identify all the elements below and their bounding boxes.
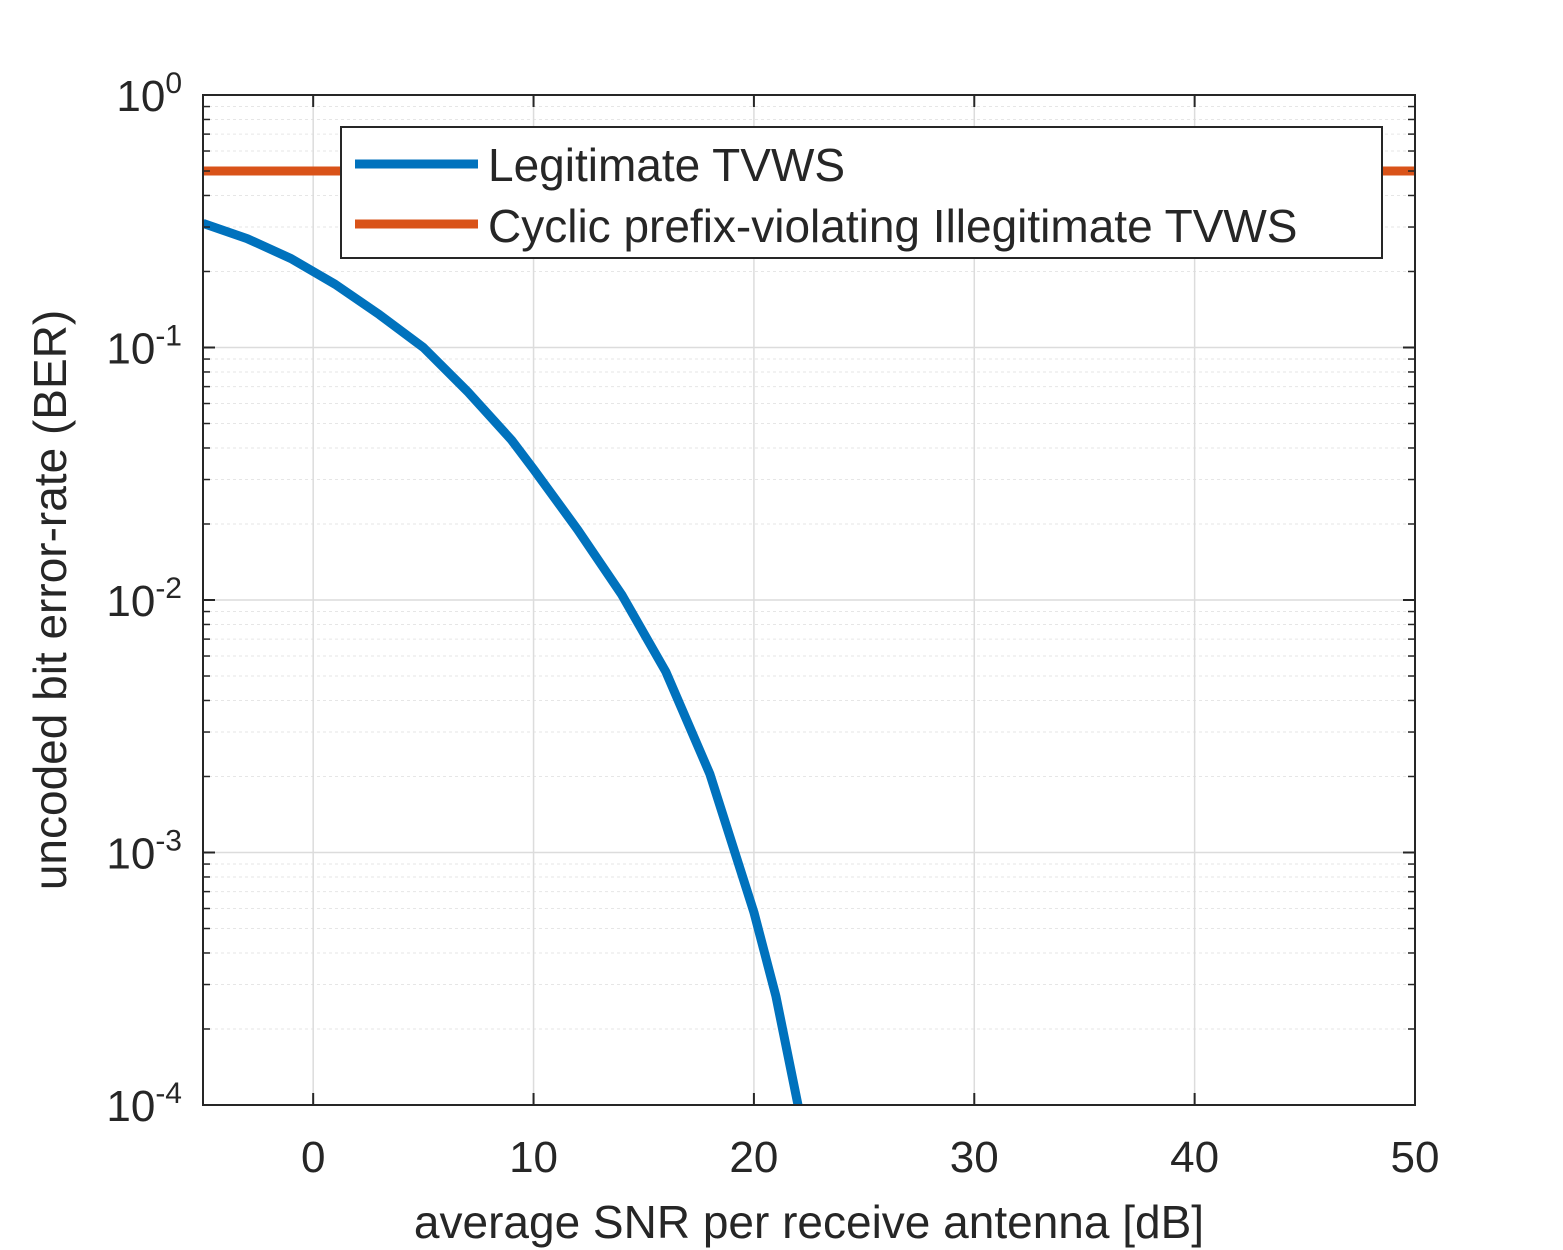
x-tick-labels: 0 10 20 30 40 50 xyxy=(301,1133,1440,1182)
x-axis-label: average SNR per receive antenna [dB] xyxy=(414,1196,1204,1248)
legend-box xyxy=(340,126,1383,259)
x-tick-label: 0 xyxy=(301,1133,325,1182)
y-tick-label: 10-2 xyxy=(106,572,182,626)
tick-marks xyxy=(203,94,1416,1106)
y-axis-label: uncoded bit error-rate (BER) xyxy=(24,310,76,890)
legend-entry-illegitimate: Cyclic prefix-violating Illegitimate TVW… xyxy=(488,200,1298,252)
y-tick-label: 10-3 xyxy=(106,825,182,879)
x-tick-label: 50 xyxy=(1391,1133,1440,1182)
y-tick-label: 10-1 xyxy=(106,320,182,374)
series-line-legitimate xyxy=(203,219,803,1105)
y-tick-labels: 100 10-1 10-2 10-3 10-4 xyxy=(106,67,182,1131)
y-tick-label: 100 xyxy=(116,67,182,121)
x-tick-label: 30 xyxy=(950,1133,999,1182)
legend-entry-legitimate: Legitimate TVWS xyxy=(488,139,845,191)
legend: Legitimate TVWS Cyclic prefix-violating … xyxy=(340,126,1383,259)
x-tick-label: 40 xyxy=(1170,1133,1219,1182)
x-tick-label: 10 xyxy=(509,1133,558,1182)
x-tick-label: 20 xyxy=(729,1133,778,1182)
y-tick-label: 10-4 xyxy=(106,1077,182,1131)
